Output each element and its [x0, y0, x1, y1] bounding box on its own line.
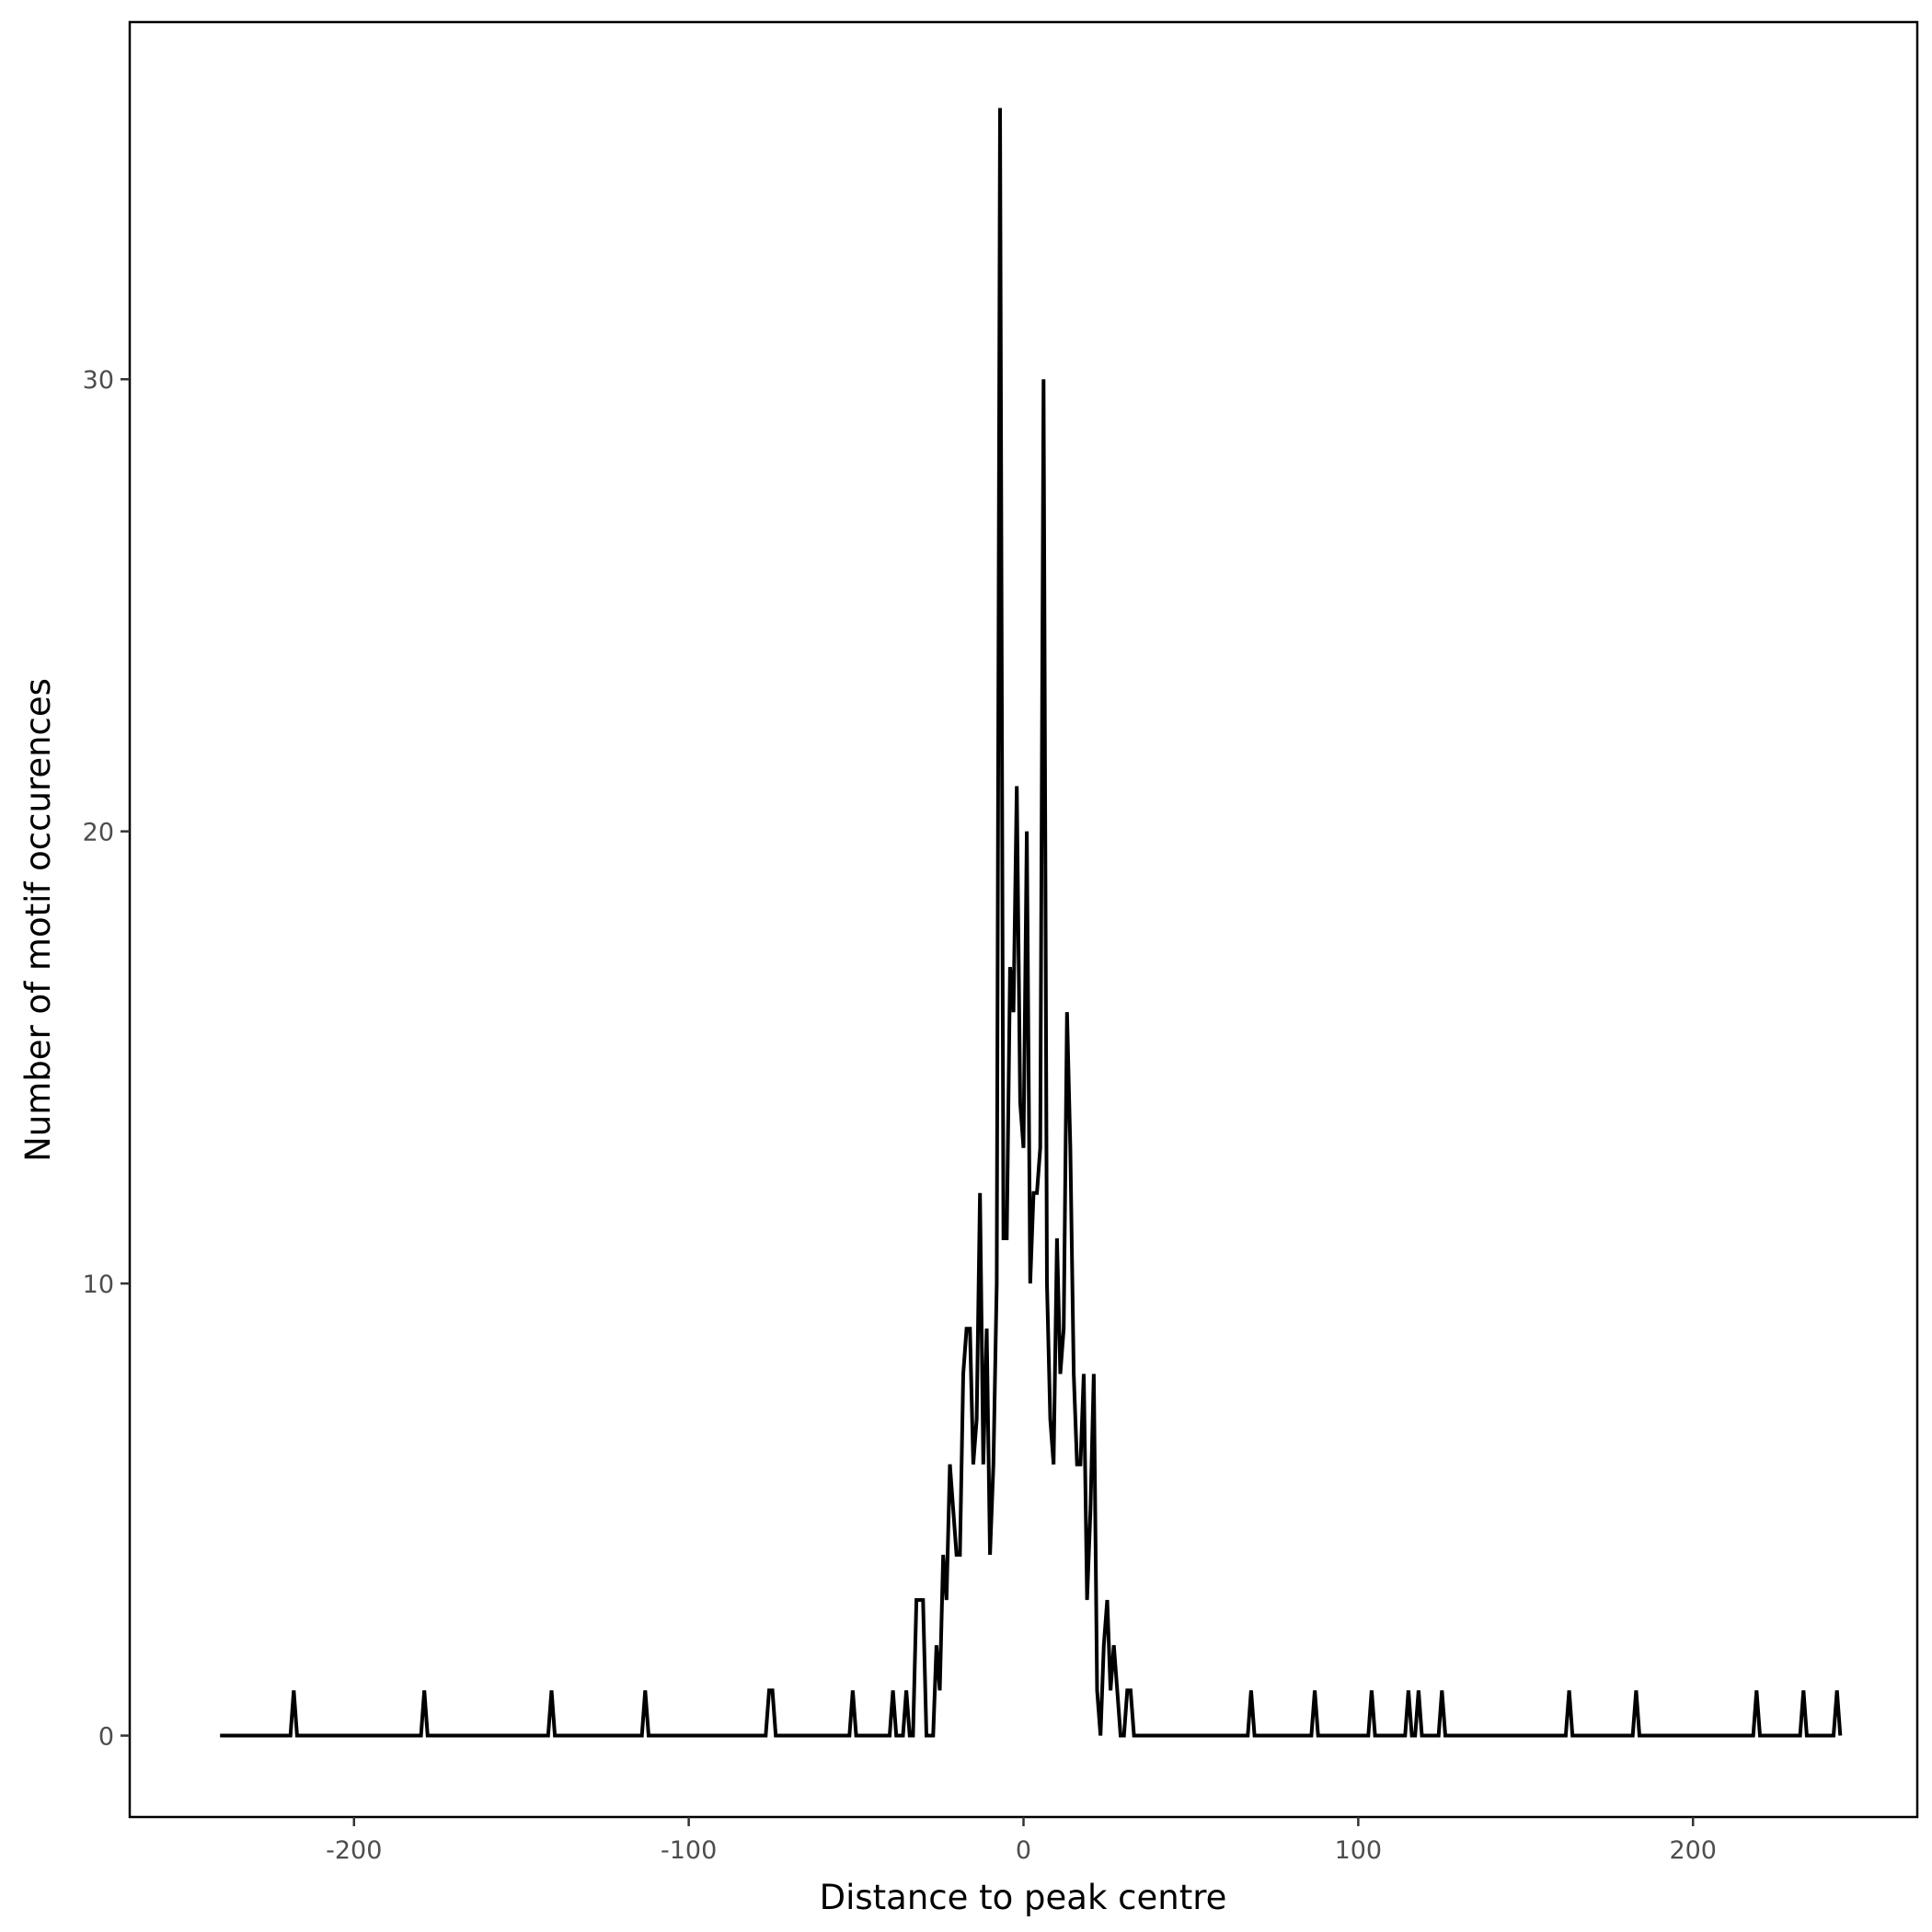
- y-axis-title: Number of motif occurences: [18, 678, 58, 1162]
- y-tick-label: 20: [83, 819, 114, 847]
- y-axis: 0 10 20 30: [83, 366, 130, 1752]
- x-tick-label: -200: [326, 1836, 382, 1865]
- y-tick-label: 30: [83, 366, 114, 395]
- y-tick-label: 0: [98, 1723, 114, 1752]
- x-tick-label: 0: [1016, 1836, 1031, 1865]
- x-tick-label: 100: [1335, 1836, 1383, 1865]
- x-tick-label: 200: [1669, 1836, 1717, 1865]
- plot-panel-border: [128, 20, 1919, 1819]
- series-line: [220, 108, 1843, 1738]
- x-axis: -200 -100 0 100 200: [326, 1817, 1717, 1865]
- x-axis-title: Distance to peak centre: [820, 1878, 1227, 1917]
- x-tick-label: -100: [661, 1836, 717, 1865]
- y-tick-label: 10: [83, 1271, 114, 1299]
